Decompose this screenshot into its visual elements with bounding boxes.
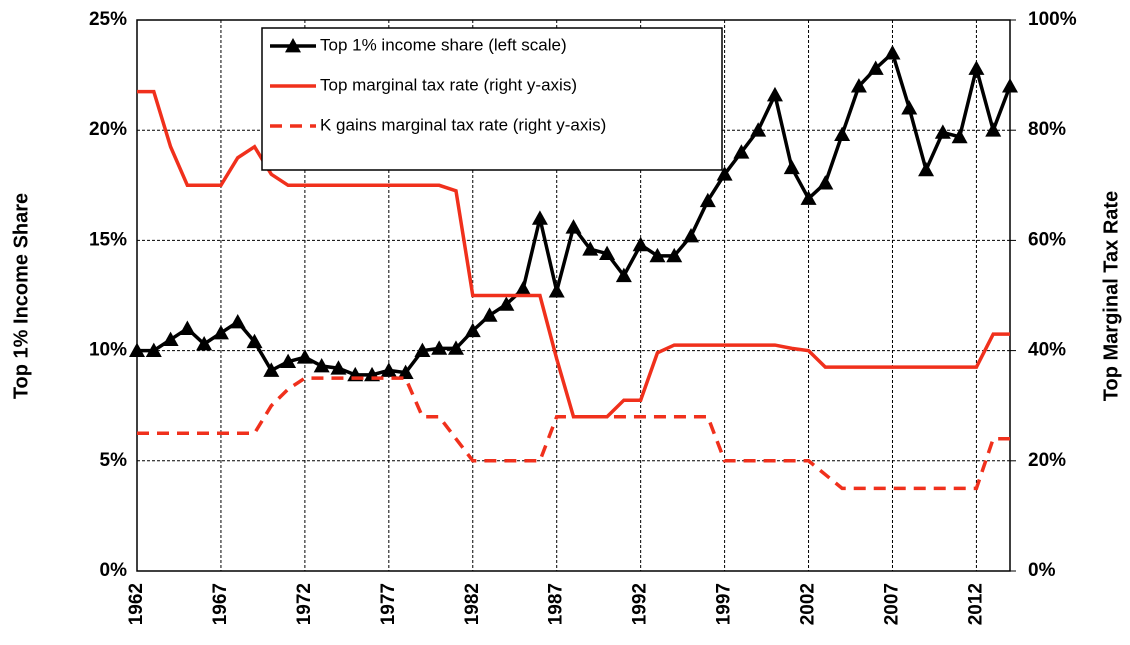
x-tick-label: 1962: [126, 583, 147, 625]
y-tick-label: 10%: [89, 340, 127, 361]
marker: [716, 166, 733, 181]
marker: [800, 190, 817, 205]
legend-label: Top 1% income share (left scale): [320, 35, 567, 54]
marker: [985, 122, 1002, 137]
x-tick-label: 1977: [378, 583, 399, 625]
marker: [766, 86, 783, 102]
y-tick-label: 5%: [100, 450, 128, 471]
y-axis-title: Top 1% Income Share: [10, 193, 32, 399]
marker: [884, 45, 901, 60]
marker: [196, 335, 213, 351]
plot-frame: [136, 19, 1011, 572]
marker: [599, 245, 616, 261]
marker: [296, 349, 313, 364]
marker: [968, 60, 985, 75]
marker: [464, 322, 481, 338]
marker: [263, 362, 280, 377]
marker: [447, 340, 464, 355]
marker: [129, 342, 145, 357]
legend-box: [261, 27, 723, 171]
marker: [548, 283, 565, 298]
marker: [330, 360, 347, 375]
y2-tick-label: 0%: [1028, 560, 1056, 581]
marker: [750, 122, 767, 137]
marker: [1002, 78, 1018, 93]
x-tick-label: 1972: [294, 583, 315, 625]
marker: [179, 320, 196, 335]
legend-label: Top marginal tax rate (right y-axis): [320, 75, 577, 94]
y2-tick-label: 40%: [1028, 340, 1066, 361]
marker: [397, 364, 414, 380]
marker: [246, 333, 263, 349]
x-tick-label: 1992: [630, 583, 651, 625]
x-tick-label: 1987: [546, 583, 567, 625]
marker: [498, 296, 515, 311]
marker: [850, 78, 867, 93]
marker: [733, 144, 750, 159]
legend-marker: [285, 38, 301, 53]
x-tick-label: 1967: [210, 583, 231, 625]
marker: [481, 307, 498, 322]
y2-tick-label: 20%: [1028, 450, 1066, 471]
marker: [212, 324, 229, 340]
x-tick-label: 2002: [798, 583, 819, 625]
x-tick-label: 2007: [881, 583, 902, 625]
legend: Top 1% income share (left scale) Top marg…: [261, 27, 723, 171]
marker: [683, 227, 700, 243]
marker: [918, 161, 935, 177]
y-tick-label: 15%: [89, 229, 127, 250]
x-tick-label: 1982: [462, 583, 483, 625]
marker: [632, 236, 649, 252]
y-tick-label: 20%: [89, 119, 127, 140]
marker: [565, 219, 582, 234]
marker: [901, 100, 918, 115]
marker: [515, 280, 532, 296]
y2-tick-label: 60%: [1028, 229, 1066, 250]
marker: [162, 331, 179, 346]
marker: [783, 159, 800, 175]
marker: [229, 313, 246, 329]
marker: [699, 192, 716, 208]
marker: [380, 362, 397, 377]
y2-tick-label: 80%: [1028, 119, 1066, 140]
marker: [867, 60, 884, 75]
x-tick-label: 1997: [714, 583, 735, 625]
marker: [582, 241, 599, 256]
marker: [649, 247, 666, 263]
y-tick-label: 0%: [100, 560, 128, 581]
marker: [313, 358, 330, 373]
marker: [531, 210, 548, 225]
y2-axis-title: Top Marginal Tax Rate: [1100, 191, 1122, 401]
marker: [951, 128, 968, 144]
legend-label: K gains marginal tax rate (right y-axis): [320, 115, 606, 134]
marker: [280, 353, 297, 369]
marker: [145, 342, 162, 357]
marker: [615, 267, 632, 283]
marker: [666, 247, 683, 263]
y-tick-label: 25%: [89, 9, 127, 30]
marker: [934, 124, 951, 139]
x-tick-label: 2012: [965, 583, 986, 625]
marker: [414, 342, 431, 357]
marker: [431, 340, 448, 355]
series-line: [137, 89, 1010, 419]
series-line: [137, 376, 1010, 491]
y2-tick-label: 100%: [1028, 9, 1077, 30]
marker: [817, 175, 834, 190]
marker: [834, 126, 851, 142]
